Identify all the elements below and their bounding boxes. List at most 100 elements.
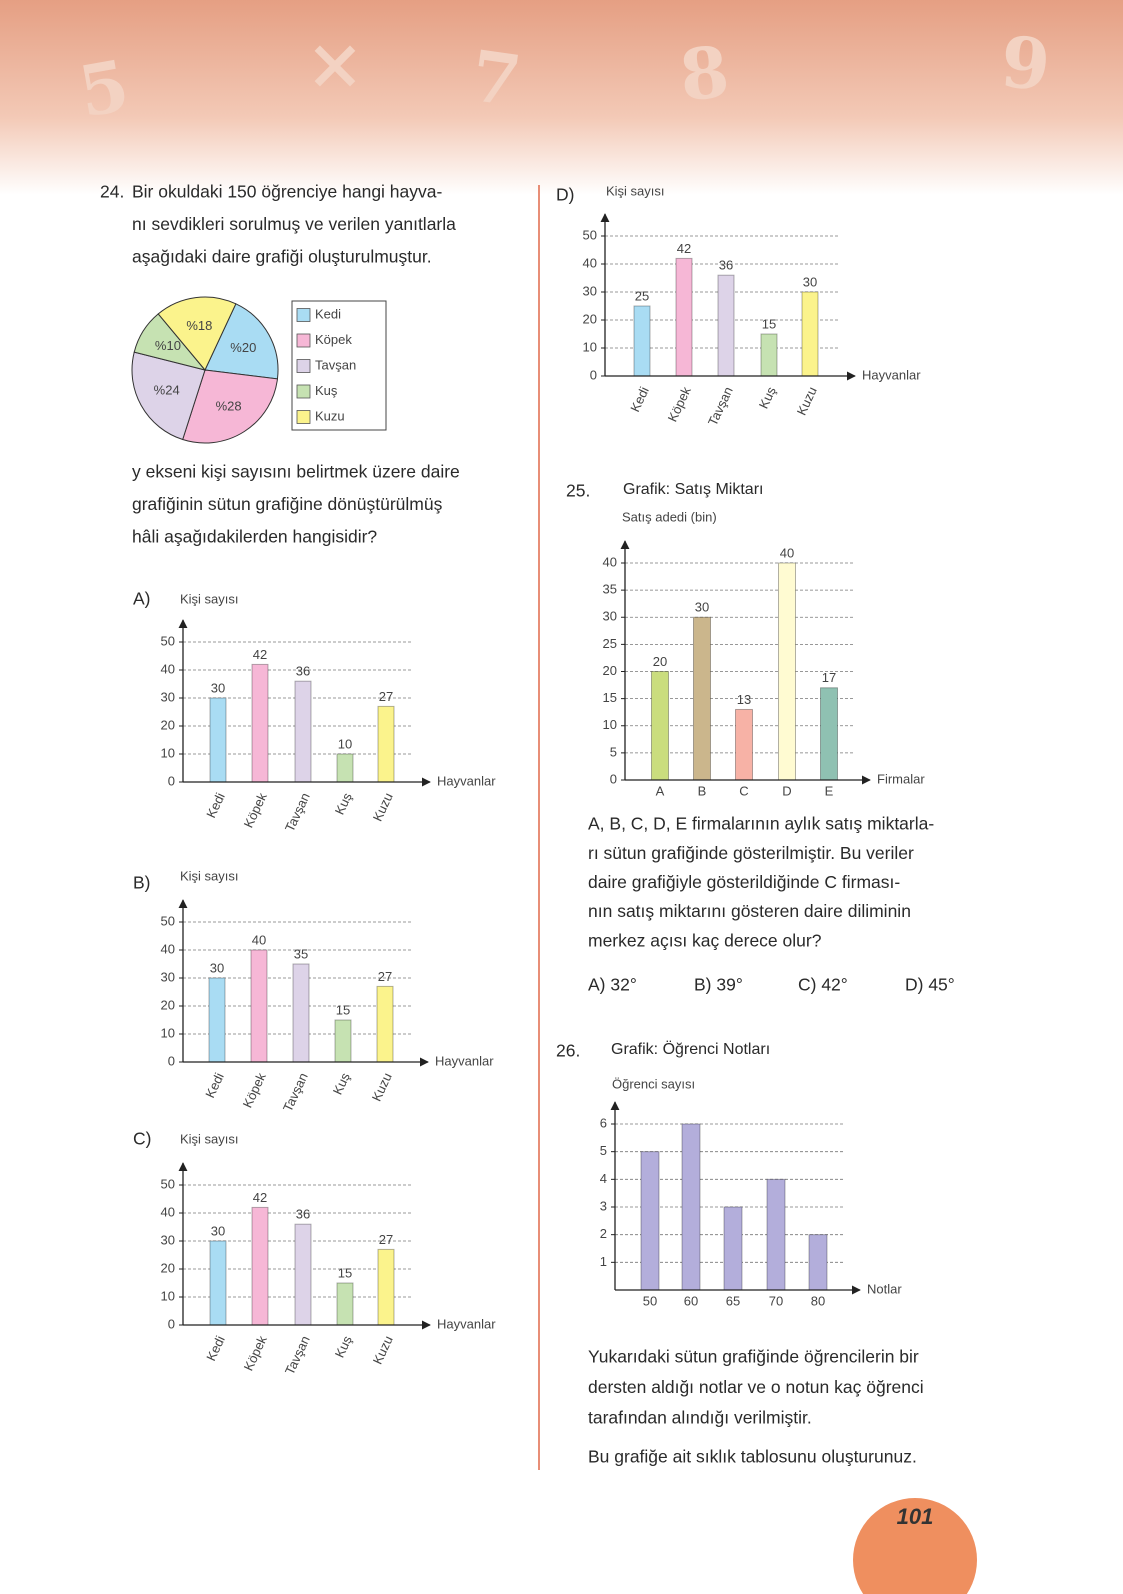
- question-number: 24.: [100, 182, 124, 202]
- bar: [681, 1123, 701, 1291]
- y-tick-label: 40: [603, 554, 617, 569]
- y-tick-label: 3: [600, 1198, 607, 1213]
- bar: [209, 697, 227, 783]
- y-tick-label: 40: [161, 941, 175, 956]
- text-line: A, B, C, D, E firmalarının aylık satış m…: [588, 814, 934, 834]
- legend-label: Kuş: [315, 383, 338, 398]
- bar: [292, 963, 310, 1063]
- header-decor: 8: [676, 30, 733, 118]
- x-tick-label: Köpek: [241, 790, 270, 830]
- x-axis-label: Firmalar: [877, 771, 925, 786]
- bar: [251, 1206, 269, 1326]
- value-label: 36: [719, 258, 733, 273]
- value-label: 20: [653, 654, 667, 669]
- legend-swatch: [296, 384, 311, 399]
- text-line: daire grafiğiyle gösterildiğinde C firma…: [588, 872, 900, 892]
- pie-label: %10: [155, 338, 181, 353]
- chart-title: Grafik: Öğrenci Notları: [611, 1040, 770, 1058]
- pie-label: %24: [154, 383, 180, 398]
- x-tick-label: Kedi: [627, 384, 652, 414]
- header-decor: ×: [306, 22, 365, 105]
- value-label: 10: [338, 736, 352, 751]
- bar: [801, 291, 819, 377]
- text-line: Bir okuldaki 150 öğrenciye hangi hayva-: [132, 182, 442, 202]
- value-label: 15: [338, 1265, 352, 1280]
- x-tick-label: Köpek: [241, 1333, 270, 1373]
- bar: [820, 687, 838, 781]
- value-label: 30: [211, 680, 225, 695]
- answer-choice: A) 32°: [588, 975, 637, 995]
- y-tick-label: 30: [161, 969, 175, 984]
- text-line: rı sütun grafiğinde gösterilmiştir. Bu v…: [588, 843, 914, 863]
- value-label: 27: [379, 1232, 393, 1247]
- value-label: 30: [210, 960, 224, 975]
- header-decor: 9: [998, 20, 1054, 107]
- x-tick-label: D: [782, 783, 791, 798]
- legend-label: Kedi: [315, 306, 341, 321]
- legend-box: [291, 300, 387, 431]
- x-axis-label: Hayvanlar: [437, 1316, 496, 1331]
- value-label: 42: [253, 647, 267, 662]
- pie-slice: [131, 351, 206, 441]
- x-axis-label: Notlar: [867, 1281, 902, 1296]
- x-tick-label: Kuzu: [369, 1070, 395, 1103]
- legend-label: Tavşan: [315, 357, 356, 372]
- value-label: 13: [737, 692, 751, 707]
- legend-label: Kuzu: [315, 408, 345, 423]
- bar: [251, 663, 269, 783]
- x-tick-label: 70: [769, 1293, 783, 1308]
- pie-label: %28: [216, 398, 242, 413]
- legend-label: Köpek: [315, 332, 352, 347]
- bar: [717, 274, 735, 377]
- y-tick-label: 50: [161, 633, 175, 648]
- x-tick-label: 65: [726, 1293, 740, 1308]
- text-line: dersten aldığı notlar ve o notun kaç öğr…: [588, 1377, 924, 1397]
- y-tick-label: 0: [168, 1053, 175, 1068]
- bar: [250, 949, 268, 1063]
- y-tick-label: 0: [168, 1316, 175, 1331]
- y-tick-label: 30: [161, 1232, 175, 1247]
- x-tick-label: A: [656, 783, 665, 798]
- y-axis-label: Satış adedi (bin): [622, 509, 717, 524]
- pie-label: %18: [186, 318, 212, 333]
- value-label: 15: [762, 316, 776, 331]
- answer-choice: C) 42°: [798, 975, 848, 995]
- x-tick-label: Kuş: [756, 384, 779, 411]
- value-label: 27: [379, 689, 393, 704]
- answer-choice: B) 39°: [694, 975, 743, 995]
- bar: [723, 1206, 743, 1291]
- y-tick-label: 30: [603, 609, 617, 624]
- y-tick-label: 20: [161, 1260, 175, 1275]
- bar: [377, 1248, 395, 1326]
- y-tick-label: 20: [603, 663, 617, 678]
- value-label: 15: [336, 1002, 350, 1017]
- text-line: Yukarıdaki sütun grafiğinde öğrencilerin…: [588, 1347, 919, 1367]
- legend-swatch: [296, 410, 311, 424]
- text-line: y ekseni kişi sayısını belirtmek üzere d…: [132, 462, 460, 482]
- bar: [778, 562, 796, 781]
- y-axis-label: Kişi sayısı: [180, 868, 239, 883]
- x-tick-label: Tavşan: [282, 1333, 313, 1377]
- y-tick-label: 20: [161, 717, 175, 732]
- x-tick-label: C: [739, 783, 748, 798]
- bar: [294, 1223, 312, 1326]
- text-line: tarafından alındığı verilmiştir.: [588, 1408, 812, 1428]
- value-label: 36: [296, 664, 310, 679]
- text-line: nın satış miktarını gösteren daire dilim…: [588, 901, 911, 921]
- y-tick-label: 15: [603, 690, 617, 705]
- x-axis-label: Hayvanlar: [437, 773, 496, 788]
- x-tick-label: Tavşan: [705, 384, 736, 428]
- bar: [651, 671, 669, 781]
- y-tick-label: 50: [161, 1176, 175, 1191]
- x-tick-label: E: [825, 783, 834, 798]
- pie-label: %20: [230, 340, 256, 355]
- y-tick-label: 4: [600, 1171, 607, 1186]
- x-tick-label: Kuş: [332, 1333, 355, 1360]
- x-tick-label: Kuş: [330, 1070, 353, 1097]
- value-label: 36: [296, 1207, 310, 1222]
- y-axis-label: Kişi sayısı: [180, 591, 239, 606]
- x-tick-label: Kedi: [203, 1333, 228, 1363]
- y-tick-label: 20: [161, 997, 175, 1012]
- question-number: 25.: [566, 481, 590, 501]
